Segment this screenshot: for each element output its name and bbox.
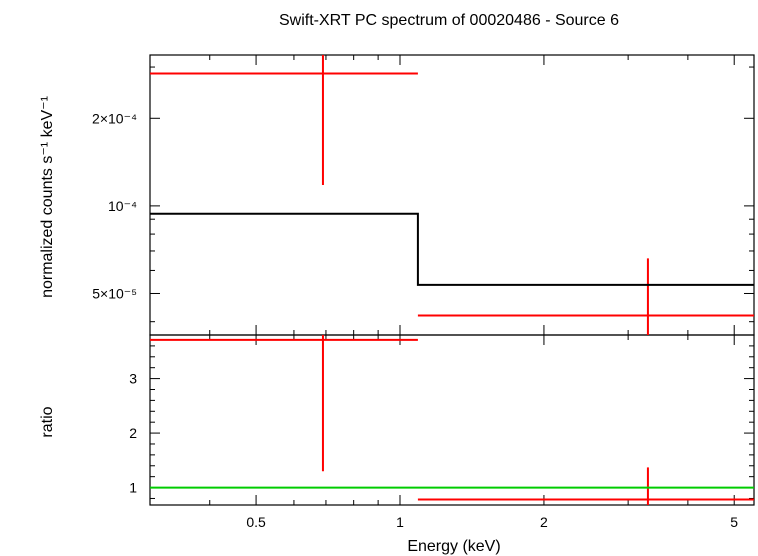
- chart-marks: [150, 55, 754, 505]
- ratio-y-axis-label: ratio: [39, 406, 56, 437]
- spectrum-panel-frame: [149, 54, 755, 336]
- y-tick-label-ratio: 1: [129, 480, 137, 496]
- x-tick-label: 5: [730, 514, 738, 530]
- ratio-panel-frame: [149, 334, 755, 506]
- y-tick-label-spectrum: 5×10⁻⁵: [92, 285, 137, 301]
- x-axis-label: Energy (keV): [407, 538, 500, 555]
- y-tick-label-spectrum: 10⁻⁴: [108, 198, 137, 214]
- chart-title: Swift-XRT PC spectrum of 00020486 - Sour…: [279, 12, 619, 29]
- axis-ticks: [149, 55, 754, 505]
- spectrum-y-axis-label: normalized counts s⁻¹ keV⁻¹: [39, 96, 56, 298]
- x-tick-label: 1: [396, 514, 404, 530]
- y-tick-label-spectrum: 2×10⁻⁴: [92, 110, 137, 126]
- model-step-line: [150, 212, 754, 286]
- x-tick-label: 2: [540, 514, 548, 530]
- y-tick-label-ratio: 3: [129, 371, 137, 387]
- x-tick-label: 0.5: [246, 514, 266, 530]
- axis-tick-labels: 0.5 1 2 5 5×10⁻⁵ 10⁻⁴ 2×10⁻⁴ 1 2 3: [92, 110, 738, 530]
- y-tick-label-ratio: 2: [129, 425, 137, 441]
